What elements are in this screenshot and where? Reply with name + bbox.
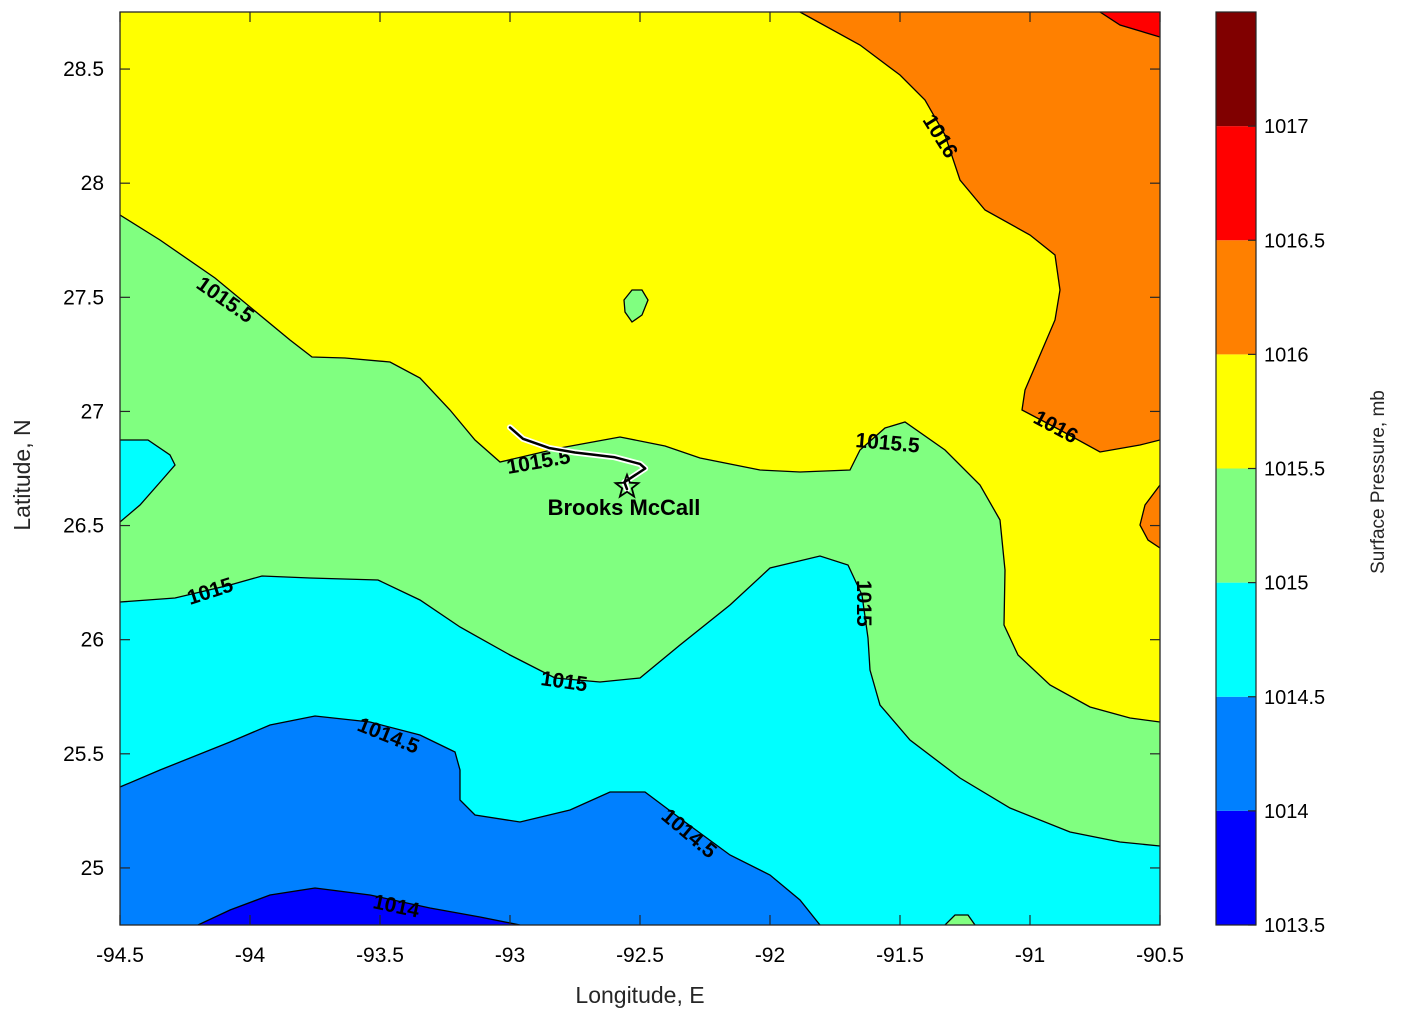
- contour-line-1016-east: [1139, 484, 1160, 549]
- contour-line-1015: [120, 555, 1160, 847]
- contour-line-1014-5-west: [120, 439, 176, 523]
- colorbar-segment: [1216, 12, 1256, 127]
- colorbar-tick-label: 1016.5: [1264, 230, 1325, 252]
- contour-line-1016-5: [1099, 12, 1160, 38]
- x-tick-label: -92.5: [616, 944, 664, 967]
- colorbar-segment: [1216, 582, 1256, 697]
- y-axis-title: Latitude, N: [9, 419, 35, 530]
- colorbar-tick-label: 1014: [1264, 801, 1309, 823]
- colorbar-tick-label: 1014.5: [1264, 687, 1325, 709]
- colorbar-segment: [1216, 696, 1256, 811]
- band-1013-5: [198, 888, 520, 925]
- x-axis: -94.5 -94 -93.5 -93 -92.5 -92 -91.5 -91 -90.5: [96, 12, 1184, 967]
- colorbar-segment: [1216, 468, 1256, 583]
- x-tick-label: -94.5: [96, 944, 144, 967]
- x-tick-label: -94: [235, 944, 266, 967]
- y-tick-label: 28.5: [63, 58, 104, 81]
- contour-line-1014: [197, 887, 521, 925]
- colorbar-segment: [1216, 240, 1256, 355]
- contour-line-1015-south: [944, 914, 976, 925]
- y-tick-label: 28: [81, 172, 104, 195]
- x-tick-label: -91.5: [876, 944, 924, 967]
- x-tick-label: -92: [755, 944, 785, 967]
- x-tick-label: -90.5: [1136, 944, 1184, 967]
- ship-track: [508, 426, 647, 491]
- band-1016-5: [1100, 12, 1160, 37]
- contour-line-1016: [799, 12, 1160, 453]
- colorbar-segment: [1216, 810, 1256, 925]
- y-tick-label: 27: [81, 400, 104, 423]
- x-axis-title: Longitude, E: [575, 982, 704, 1008]
- contour-line-1015-island: [623, 289, 649, 323]
- contour-label-1015-5: 1015.5: [855, 429, 921, 458]
- colorbar-tick-label: 1013.5: [1264, 915, 1325, 937]
- colorbar-segment: [1216, 126, 1256, 241]
- x-tick-label: -93.5: [356, 944, 404, 967]
- colorbar: 1013.5 1014 1014.5 1015 1015.5 1016 1016.5 1017: [1215, 11, 1325, 937]
- y-tick-label: 25: [81, 857, 104, 880]
- y-axis: 25 25.5 26 26.5 27 27.5 28 28.5: [63, 58, 1160, 880]
- y-tick-label: 25.5: [63, 743, 104, 766]
- band-1016: [800, 12, 1160, 452]
- colorbar-tick-label: 1015.5: [1264, 459, 1325, 481]
- colorbar-tick-label: 1015: [1264, 573, 1309, 595]
- band-1015-5: [120, 12, 1160, 722]
- band-1014-5-west: [120, 440, 175, 522]
- x-tick-label: -93: [495, 944, 525, 967]
- y-tick-label: 26.5: [63, 515, 104, 538]
- colorbar-title: Surface Pressure, mb: [1368, 390, 1389, 574]
- station-label: Brooks McCall: [548, 495, 701, 520]
- colorbar-tick-label: 1017: [1264, 116, 1309, 138]
- x-tick-label: -91: [1015, 944, 1045, 967]
- band-1016-east: [1140, 485, 1160, 548]
- colorbar-tick-label: 1016: [1264, 344, 1309, 366]
- colorbar-segment: [1216, 354, 1256, 469]
- y-tick-label: 27.5: [63, 286, 104, 309]
- station-star-marker: [613, 472, 641, 499]
- y-tick-label: 26: [81, 629, 104, 652]
- contour-line-1015-5: [120, 214, 1160, 723]
- contour-label-1015: 1015: [852, 580, 875, 627]
- contour-line-1014-5: [120, 715, 821, 925]
